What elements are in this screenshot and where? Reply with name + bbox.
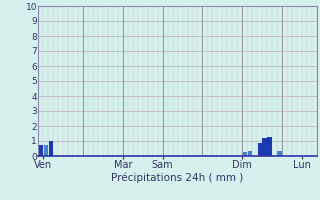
Bar: [258, 143, 262, 156]
Bar: [262, 138, 267, 156]
Bar: [248, 151, 252, 156]
Bar: [277, 151, 282, 156]
Bar: [268, 137, 272, 156]
Bar: [49, 141, 53, 156]
Bar: [44, 145, 48, 156]
Bar: [243, 152, 247, 156]
X-axis label: Précipitations 24h ( mm ): Précipitations 24h ( mm ): [111, 173, 244, 183]
Bar: [39, 145, 43, 156]
